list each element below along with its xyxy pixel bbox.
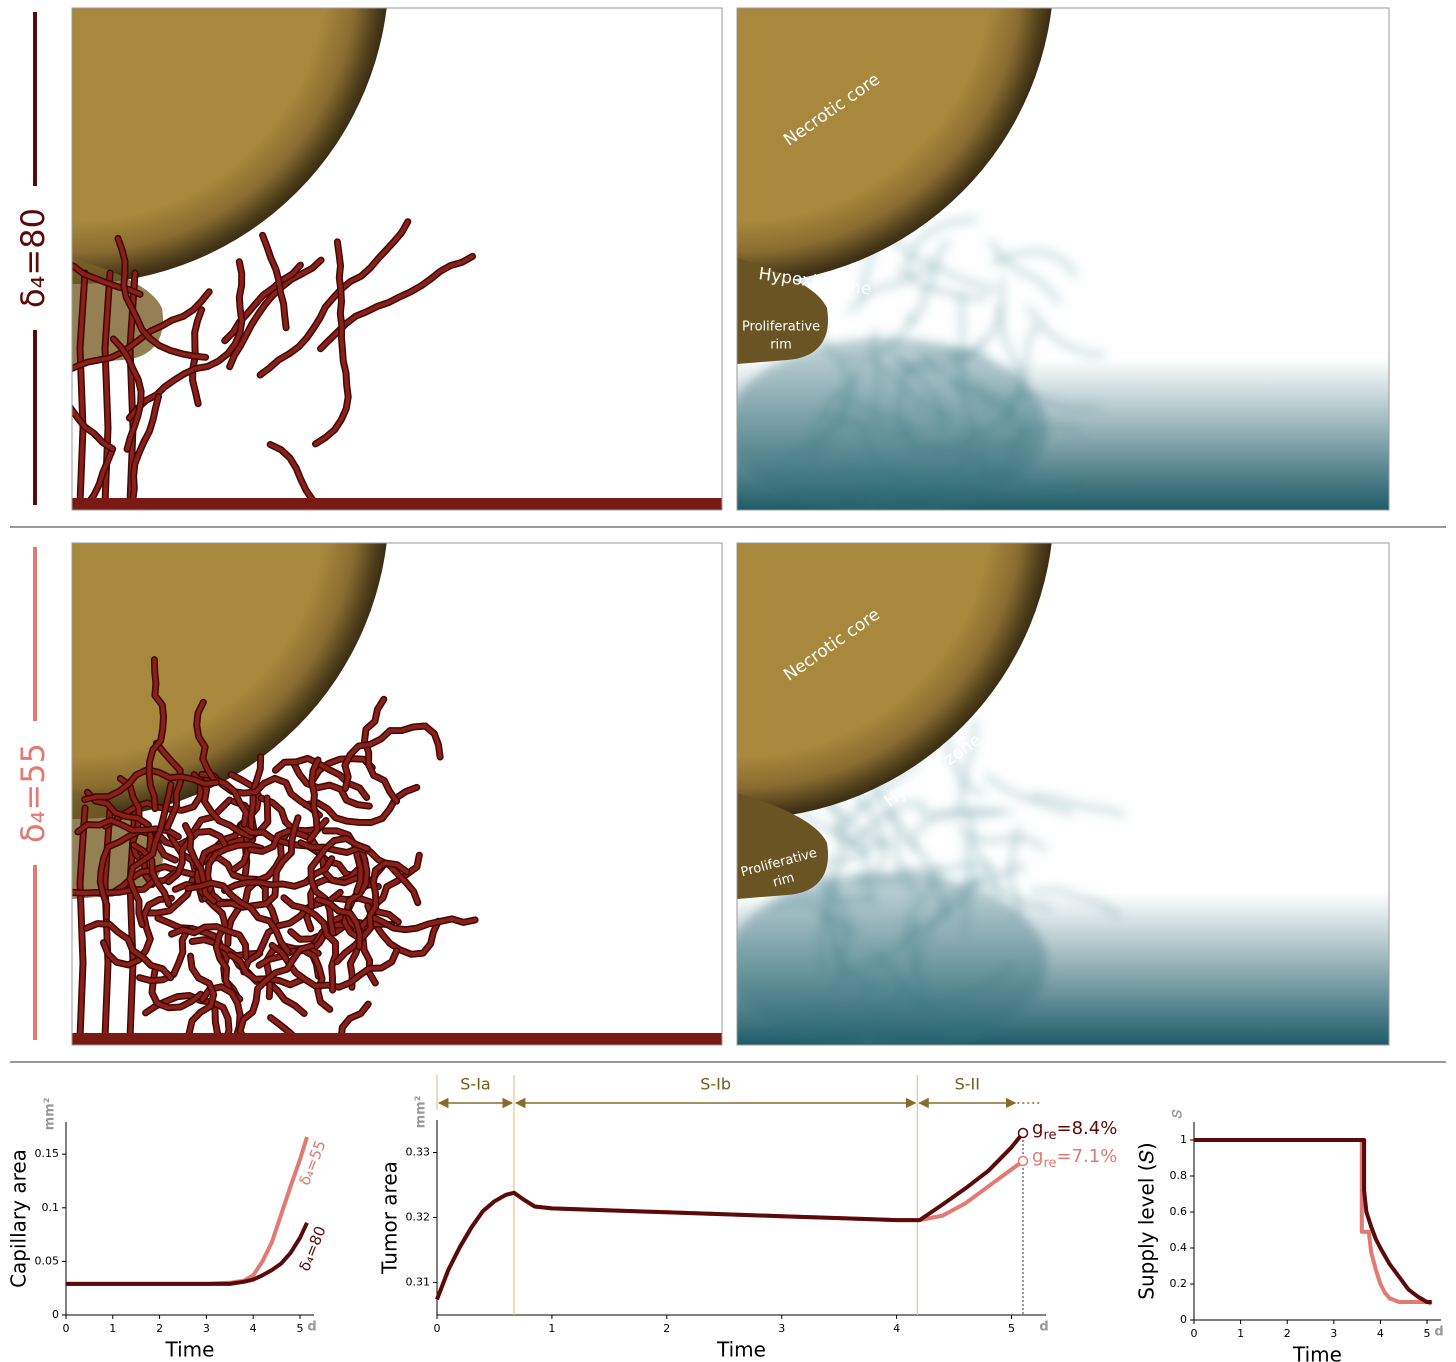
y-tick-label: 0.4 <box>1170 1241 1188 1254</box>
annotation: Proliferative <box>742 320 820 335</box>
end-label: gre=8.4% <box>1032 1118 1117 1143</box>
series-line <box>66 1137 307 1284</box>
x-tick-label: 0 <box>63 1322 70 1335</box>
series-label: δ₄=80 <box>295 1224 329 1274</box>
x-tick-label: 4 <box>893 1322 900 1335</box>
y-unit: mm² <box>43 1098 58 1131</box>
x-tick-label: 1 <box>109 1322 116 1335</box>
x-tick-label: 5 <box>1424 1327 1431 1340</box>
end-point <box>1019 1129 1028 1138</box>
y-tick-label: 1 <box>1180 1133 1187 1146</box>
series-line <box>66 1223 307 1284</box>
series-line <box>437 1161 1023 1299</box>
y-tick-label: 0.33 <box>406 1146 431 1159</box>
y-axis-label: Tumor area <box>378 1161 402 1275</box>
y-tick-label: 0.2 <box>1170 1277 1188 1290</box>
y-tick-label: 0.05 <box>35 1254 60 1267</box>
chart: 0 0.2 0.4 0.6 0.8 1 0 1 2 3 4 5 Supply level (𝑆) Time… <box>1135 1109 1444 1362</box>
y-axis-label: Supply level (𝑆) <box>1135 1142 1159 1299</box>
y-axis-label: Capillary area <box>7 1149 31 1288</box>
parent-vessel <box>72 1033 722 1045</box>
end-label-base: g <box>1032 1118 1043 1139</box>
x-tick-label: 3 <box>203 1322 210 1335</box>
y-tick-label: 0.15 <box>35 1147 60 1160</box>
chart: 0 0.05 0.1 0.15 0 1 2 3 4 5 Capillary area Time mm² d… <box>7 1098 330 1362</box>
oxygen-haze <box>727 338 1047 518</box>
end-label-sub: re <box>1043 1155 1056 1170</box>
y-tick-label: 0.31 <box>406 1276 431 1289</box>
x-unit: d <box>1039 1320 1048 1335</box>
x-tick-label: 0 <box>434 1322 441 1335</box>
x-unit: d <box>1434 1325 1443 1340</box>
y-tick-label: 0.8 <box>1170 1169 1188 1182</box>
series-line <box>1194 1140 1432 1304</box>
end-label-rest: =8.4% <box>1057 1118 1118 1139</box>
x-tick-label: 0 <box>1191 1327 1198 1340</box>
row-label: δ₄=55 <box>14 743 52 843</box>
x-tick-label: 3 <box>778 1322 785 1335</box>
y-unit: 𝑆 <box>1171 1109 1186 1118</box>
y-unit: mm² <box>414 1096 429 1129</box>
oxygen-streak <box>917 810 1012 816</box>
x-tick-label: 2 <box>156 1322 163 1335</box>
x-tick-label: 2 <box>1284 1327 1291 1340</box>
y-tick-label: 0 <box>1180 1313 1187 1326</box>
y-tick-label: 0 <box>52 1308 59 1321</box>
figure: δ₄=80Necrotic coreHypoxic zoneProliferat… <box>0 0 1456 1362</box>
x-unit: d <box>307 1320 316 1335</box>
x-tick-label: 2 <box>663 1322 670 1335</box>
row-label: δ₄=80 <box>14 208 52 308</box>
end-label-rest: =7.1% <box>1057 1146 1118 1167</box>
x-axis-label: Time <box>165 1338 215 1362</box>
x-tick-label: 4 <box>250 1322 257 1335</box>
y-tick-label: 0.6 <box>1170 1205 1188 1218</box>
x-tick-label: 5 <box>296 1322 303 1335</box>
x-tick-label: 4 <box>1377 1327 1384 1340</box>
x-tick-label: 1 <box>1237 1327 1244 1340</box>
phase-label: S-Ia <box>460 1075 490 1094</box>
x-tick-label: 3 <box>1330 1327 1337 1340</box>
end-label: gre=7.1% <box>1032 1146 1117 1171</box>
x-tick-label: 1 <box>548 1322 555 1335</box>
end-label-sub: re <box>1043 1128 1056 1143</box>
y-tick-label: 0.1 <box>42 1201 60 1214</box>
oxygen-haze <box>727 873 1047 1053</box>
vessel-panel <box>0 0 722 637</box>
annotation: rim <box>770 338 792 353</box>
chart: 0.31 0.32 0.33 0 1 2 3 4 5 Tumor area Time mm² d S-Ia… <box>378 1075 1118 1362</box>
phase-label: S-Ib <box>700 1075 731 1094</box>
page: δ₄=80Necrotic coreHypoxic zoneProliferat… <box>0 0 1456 1362</box>
series-line <box>1194 1140 1432 1302</box>
end-point <box>1019 1156 1028 1165</box>
phase-label: S-II <box>955 1075 980 1094</box>
y-tick-label: 0.32 <box>406 1211 431 1224</box>
x-axis-label: Time <box>716 1338 766 1362</box>
end-label-base: g <box>1032 1146 1043 1167</box>
parent-vessel <box>72 498 722 510</box>
x-tick-label: 5 <box>1008 1322 1015 1335</box>
x-axis-label: Time <box>1292 1343 1342 1362</box>
